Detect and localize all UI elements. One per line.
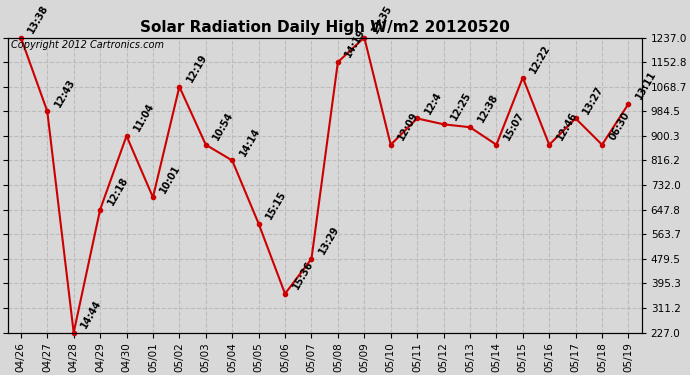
Text: 13:35: 13:35 bbox=[370, 3, 394, 35]
Text: 13:29: 13:29 bbox=[317, 224, 341, 256]
Text: 13:38: 13:38 bbox=[26, 3, 50, 35]
Text: 12:25: 12:25 bbox=[449, 90, 473, 122]
Text: 15:15: 15:15 bbox=[264, 189, 288, 221]
Text: 12:19: 12:19 bbox=[185, 52, 209, 84]
Text: 14:44: 14:44 bbox=[79, 298, 104, 330]
Text: 06:30: 06:30 bbox=[608, 110, 632, 142]
Text: 14:19: 14:19 bbox=[344, 27, 368, 59]
Text: 13:27: 13:27 bbox=[581, 84, 605, 116]
Text: 15:07: 15:07 bbox=[502, 110, 526, 142]
Text: 12:4: 12:4 bbox=[423, 90, 444, 116]
Text: 14:14: 14:14 bbox=[238, 126, 262, 158]
Title: Solar Radiation Daily High W/m2 20120520: Solar Radiation Daily High W/m2 20120520 bbox=[140, 20, 510, 35]
Text: 13:11: 13:11 bbox=[634, 69, 658, 101]
Text: 10:54: 10:54 bbox=[211, 110, 235, 142]
Text: 10:01: 10:01 bbox=[159, 163, 183, 195]
Text: 15:36: 15:36 bbox=[290, 259, 315, 291]
Text: 12:09: 12:09 bbox=[396, 110, 420, 142]
Text: 12:38: 12:38 bbox=[475, 93, 500, 124]
Text: 12:46: 12:46 bbox=[555, 110, 579, 142]
Text: 12:18: 12:18 bbox=[106, 175, 130, 207]
Text: 11:04: 11:04 bbox=[132, 101, 156, 133]
Text: 12:43: 12:43 bbox=[53, 76, 77, 108]
Text: 12:22: 12:22 bbox=[529, 43, 553, 75]
Text: Copyright 2012 Cartronics.com: Copyright 2012 Cartronics.com bbox=[11, 40, 164, 51]
